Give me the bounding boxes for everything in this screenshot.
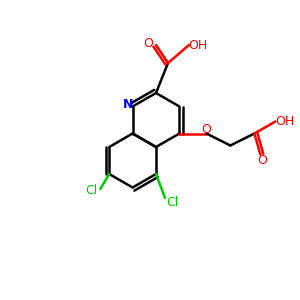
Text: Cl: Cl xyxy=(85,184,98,197)
Text: O: O xyxy=(201,122,211,136)
Text: O: O xyxy=(257,154,267,167)
Text: OH: OH xyxy=(275,115,294,128)
Text: N: N xyxy=(123,98,133,111)
Text: OH: OH xyxy=(188,38,208,52)
Text: Cl: Cl xyxy=(167,196,178,209)
Text: O: O xyxy=(144,37,153,50)
